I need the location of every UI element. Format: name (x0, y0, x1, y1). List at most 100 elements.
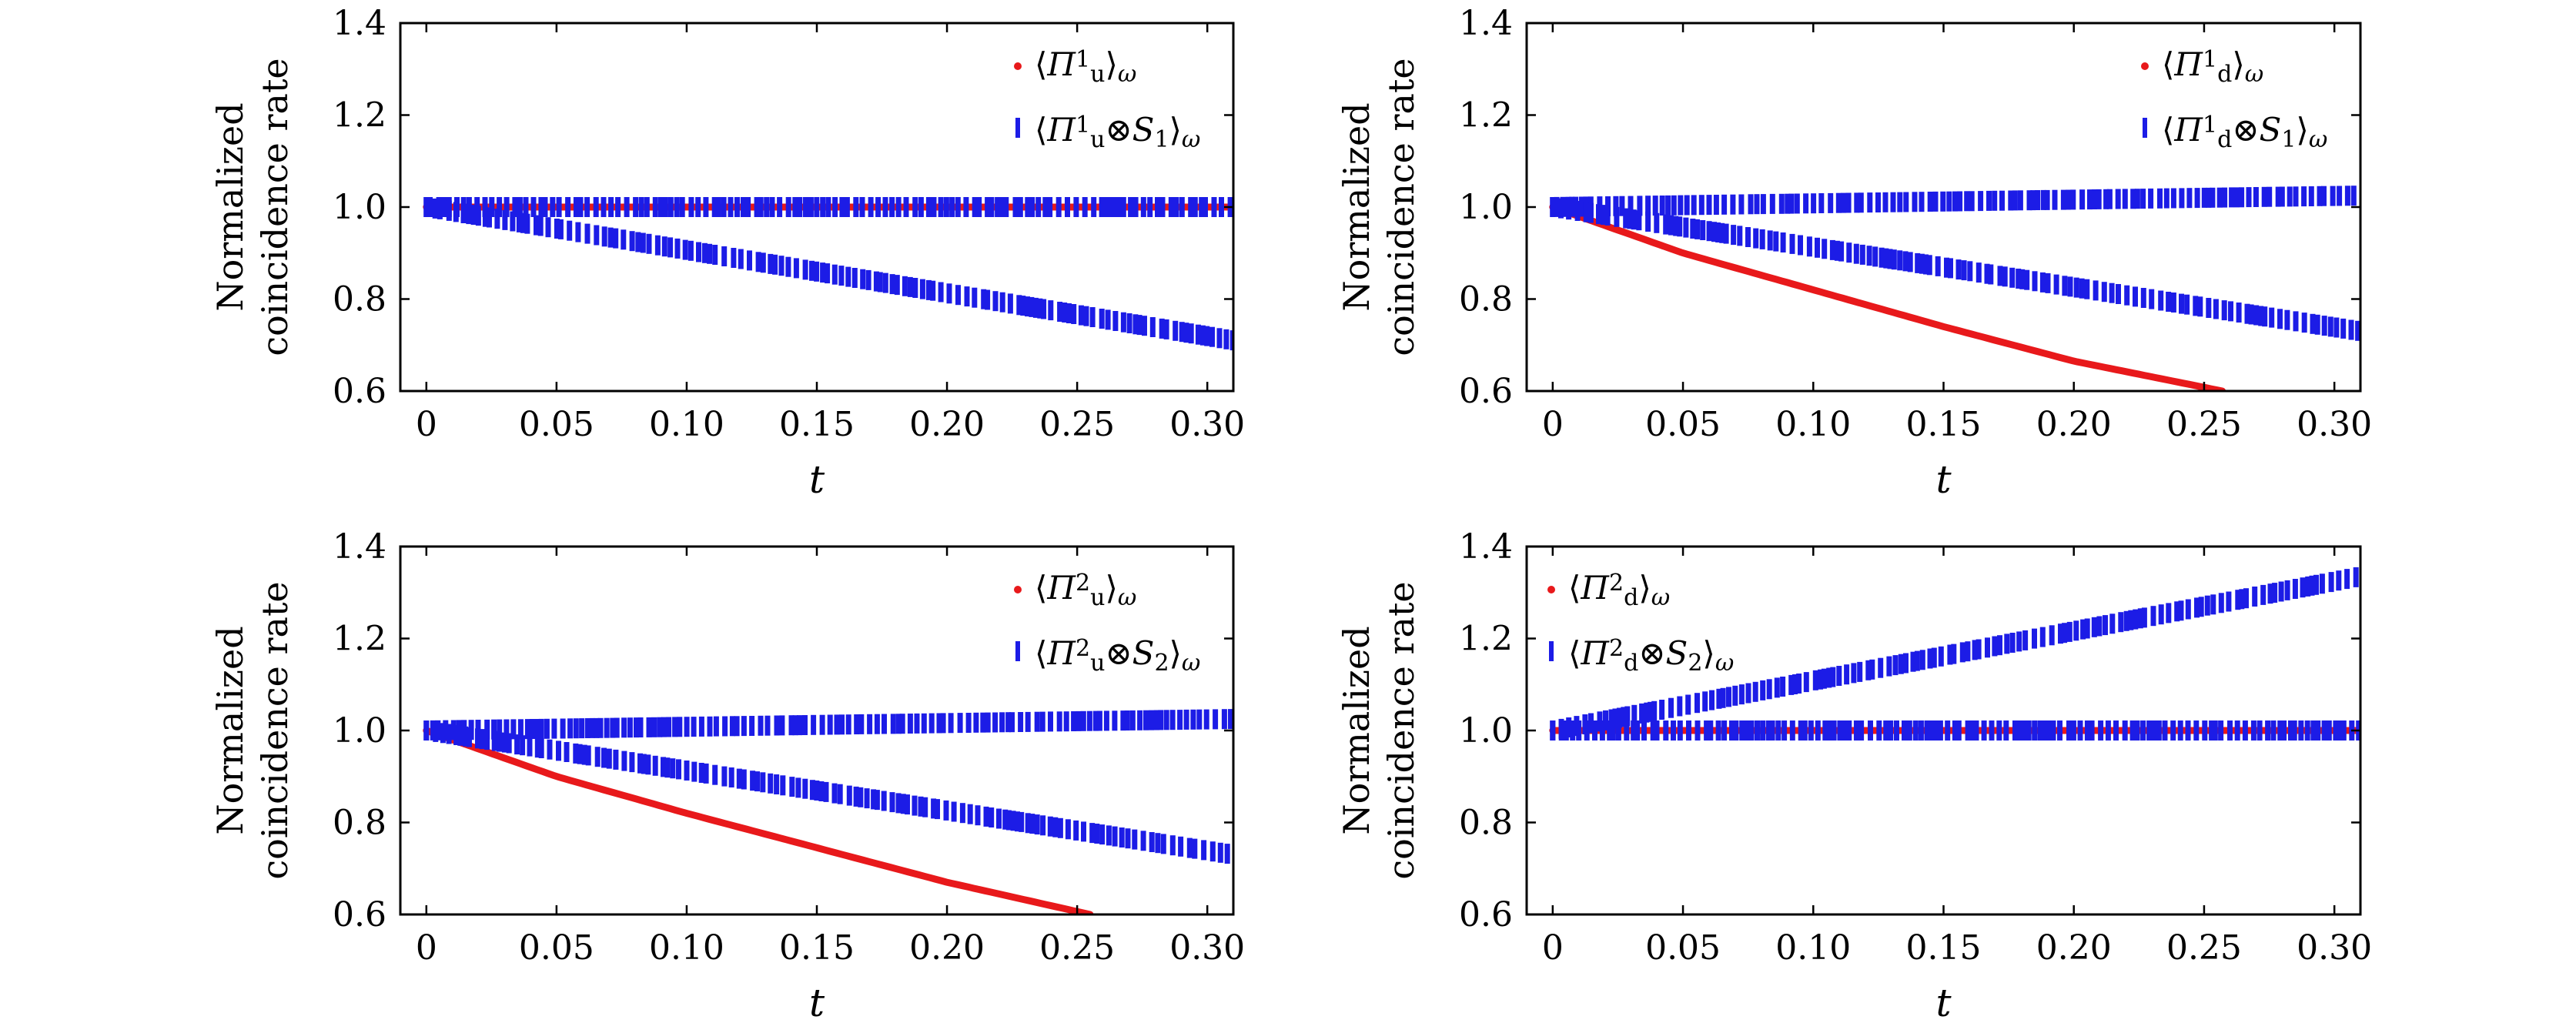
data-point (1153, 710, 1159, 730)
data-point (1726, 687, 1731, 707)
plot-area (1549, 186, 2360, 391)
data-point (530, 197, 537, 217)
data-point (964, 286, 970, 307)
data-point (792, 197, 798, 217)
data-point (2272, 583, 2278, 603)
data-point (2004, 634, 2010, 654)
data-point (2350, 186, 2357, 206)
data-point (2337, 720, 2343, 741)
data-point (682, 239, 688, 260)
data-point (1639, 703, 1645, 724)
data-point (1822, 239, 1828, 259)
data-point (845, 266, 851, 287)
data-point (1752, 681, 1758, 702)
data-point (1163, 710, 1169, 730)
data-point (1748, 720, 1755, 741)
data-point (1965, 720, 1971, 741)
data-point (1794, 193, 1800, 214)
data-point (2146, 720, 2153, 741)
data-point (1957, 191, 1963, 212)
data-point (1898, 654, 1904, 674)
data-point (658, 197, 664, 217)
data-point (1683, 217, 1689, 238)
data-point (2019, 269, 2026, 289)
data-point (497, 731, 503, 752)
data-point (1117, 197, 1122, 217)
data-point (2269, 307, 2275, 328)
data-point (2308, 186, 2314, 206)
data-point (1103, 710, 1109, 731)
x-tick-label: 0.10 (1775, 928, 1851, 968)
data-point (1846, 720, 1852, 741)
data-point (2098, 720, 2104, 741)
data-point (1186, 837, 1193, 858)
data-point (1721, 194, 1728, 215)
y-tick-label: 1.2 (1459, 96, 1513, 135)
data-point (2179, 188, 2185, 209)
data-point (1698, 195, 1705, 216)
data-point (1867, 192, 1873, 213)
data-point (1838, 241, 1845, 262)
data-point (2039, 627, 2046, 647)
data-point (2140, 720, 2146, 741)
data-point (1946, 191, 1952, 212)
data-point (734, 197, 740, 217)
data-point (661, 757, 666, 777)
data-point (1931, 647, 1937, 668)
data-point (606, 748, 612, 769)
data-point (1684, 195, 1690, 216)
data-point (2330, 186, 2336, 206)
data-point (1032, 297, 1039, 318)
data-point (1631, 704, 1638, 725)
data-point (854, 714, 860, 734)
data-point (584, 223, 590, 244)
data-point (777, 197, 783, 217)
data-point (894, 275, 900, 296)
data-point (584, 718, 590, 738)
data-point (1745, 683, 1751, 704)
data-point (2314, 314, 2320, 335)
data-point (899, 714, 905, 734)
data-point (1034, 814, 1040, 835)
data-point (2293, 186, 2299, 207)
data-point (691, 761, 698, 782)
data-point (1596, 204, 1601, 225)
data-point (811, 714, 817, 735)
data-point (946, 283, 952, 304)
data-point (2016, 631, 2022, 652)
data-point (738, 249, 744, 269)
data-point (1005, 712, 1012, 733)
data-point (684, 717, 690, 737)
data-point (2084, 618, 2090, 639)
x-tick-label: 0.10 (649, 405, 724, 444)
data-point (778, 256, 785, 276)
data-point (2166, 603, 2172, 623)
data-point (1972, 640, 1978, 660)
data-point (1627, 209, 1633, 229)
data-point (2026, 190, 2032, 211)
data-point (1781, 720, 1788, 741)
data-point (1092, 710, 1099, 731)
y-tick-label: 1.0 (1459, 188, 1513, 227)
data-point (949, 197, 955, 217)
data-point (754, 771, 760, 792)
data-point (1663, 720, 1669, 741)
data-point (1996, 720, 2002, 741)
data-point (2141, 607, 2147, 628)
data-point (538, 197, 544, 217)
data-point (1173, 197, 1179, 217)
data-point (1766, 679, 1772, 700)
data-point (1730, 194, 1736, 215)
data-point (1634, 720, 1641, 741)
data-point (585, 745, 591, 766)
data-point (1025, 813, 1031, 834)
data-point (1897, 250, 1903, 271)
data-point (674, 197, 680, 217)
data-point (772, 254, 778, 275)
data-point (2012, 720, 2018, 741)
data-point (1628, 196, 1634, 216)
data-point (1558, 198, 1564, 219)
data-point (1694, 219, 1701, 239)
data-point (1711, 222, 1717, 242)
data-point (614, 717, 620, 738)
